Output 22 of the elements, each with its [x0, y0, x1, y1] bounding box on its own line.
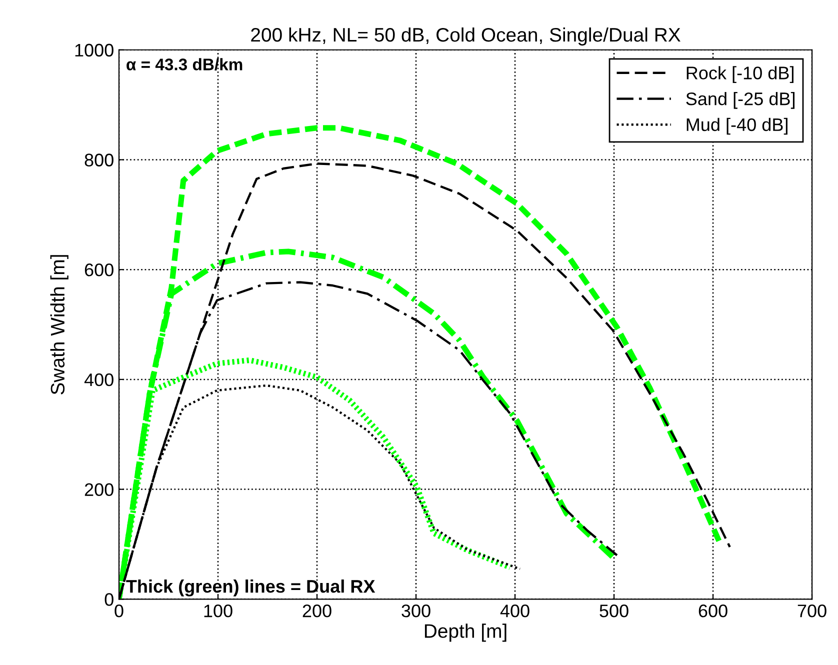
annotation: Thick (green) lines = Dual RX — [126, 580, 376, 596]
y-tick-label: 1000 — [75, 44, 114, 57]
y-tick-label: 400 — [84, 373, 114, 386]
y-tick-label: 200 — [84, 483, 114, 496]
y-tick-label: 600 — [84, 264, 114, 276]
x-tick-label: 0 — [114, 604, 124, 618]
x-tick-label: 400 — [500, 604, 530, 618]
x-tick-label: 700 — [798, 604, 826, 618]
x-tick-label: 200 — [302, 604, 332, 618]
x-tick-label: 600 — [698, 604, 728, 618]
legend-label: Mud [-40 dB] — [686, 118, 788, 135]
x-tick-label: 500 — [600, 604, 628, 618]
y-tick-label: 800 — [84, 154, 114, 166]
y-axis-title: Swath Width [m] — [50, 255, 68, 394]
x-tick-label: 300 — [402, 604, 430, 618]
y-tick-label: 0 — [104, 593, 114, 606]
legend-label: Sand [-25 dB] — [686, 92, 794, 109]
legend-label: Rock [-10 dB] — [686, 66, 794, 83]
x-axis-title: Depth [m] — [424, 624, 506, 642]
annotation: α = 43.3 dB/km — [126, 58, 242, 71]
x-tick-label: 100 — [204, 604, 232, 618]
chart-title: 200 kHz, NL= 50 dB, Cold Ocean, Single/Dual RX — [251, 27, 680, 46]
